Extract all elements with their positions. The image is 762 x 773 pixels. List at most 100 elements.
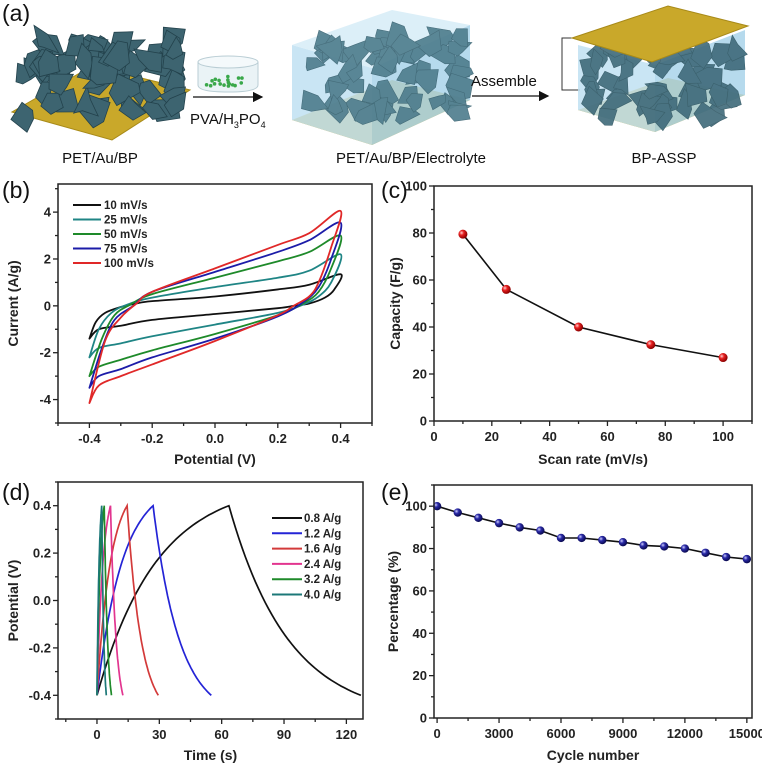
panel-label-a: (a)	[2, 0, 30, 26]
x-tick-label: 0.0	[206, 431, 224, 446]
charts: (b) -0.4 -0.2 0.0 0.2 0.4 -4 -2 0 2 4 Potential (V)…	[2, 177, 762, 763]
panel-label: (b)	[2, 177, 30, 203]
data-point	[536, 526, 545, 535]
legend-label: 50 mV/s	[104, 229, 147, 241]
x-tick-label: 3000	[485, 726, 514, 741]
data-point	[639, 541, 648, 550]
y-tick-label: 20	[413, 668, 427, 683]
panel-label: (e)	[381, 479, 409, 505]
data-point	[501, 284, 511, 294]
y-tick-label: -0.2	[29, 640, 51, 655]
data-line	[436, 505, 747, 560]
legend-label: 2.4 A/g	[304, 559, 341, 571]
chart-c: (c) 0 20 40 60 80 100 0 20 40 60 80 100 Scan rate (mV…	[381, 177, 753, 467]
stage3-label: BP-ASSP	[631, 150, 696, 167]
x-tick-label: -0.4	[78, 431, 101, 446]
legend-label: 100 mV/s	[104, 258, 154, 270]
y-tick-label: 0	[420, 414, 427, 429]
x-axis-label: Potential (V)	[174, 451, 256, 467]
data-point	[598, 535, 607, 545]
y-axis-label: Potential (V)	[5, 560, 21, 642]
pet-au-bp-illustration	[10, 24, 192, 141]
data-line	[462, 233, 724, 359]
data-point	[718, 353, 728, 363]
x-tick-label: -0.2	[141, 431, 163, 446]
y-tick-label: -4	[39, 392, 51, 407]
plot-frame	[433, 484, 753, 719]
y-tick-label: 2	[44, 251, 51, 266]
plot-area	[96, 502, 362, 697]
legend-label: 1.2 A/g	[304, 528, 341, 540]
y-tick-label: 0	[44, 298, 51, 313]
pet-au-bp-electrolyte-illustration	[292, 10, 474, 145]
data-point	[458, 229, 468, 239]
x-tick-label: 40	[542, 429, 556, 444]
legend-label: 1.6 A/g	[304, 544, 341, 556]
data-point	[701, 548, 710, 557]
x-axis-label: Time (s)	[184, 747, 237, 763]
cv-curve-50	[88, 234, 343, 378]
x-tick-label: 12000	[667, 726, 703, 741]
x-tick-label: 100	[712, 429, 734, 444]
y-tick-label: 0.2	[33, 546, 51, 561]
legend-label: 4.0 A/g	[304, 590, 341, 602]
y-tick-label: 60	[413, 583, 427, 598]
reagent-label: PVA/H3PO4	[190, 111, 266, 130]
y-axis-label: Capacity (F/g)	[387, 257, 403, 350]
assemble-label: Assemble	[471, 73, 537, 90]
data-point	[618, 537, 628, 547]
x-axis-label: Scan rate (mV/s)	[538, 451, 648, 467]
y-tick-label: 80	[413, 541, 427, 556]
y-tick-label: 0.0	[33, 593, 51, 608]
data-point	[474, 513, 483, 523]
x-tick-label: 90	[277, 727, 291, 742]
y-axis-label: Percentage (%)	[385, 551, 401, 652]
x-tick-label: 30	[152, 727, 166, 742]
legend-label: 3.2 A/g	[304, 574, 341, 586]
y-tick-label: 100	[405, 499, 427, 514]
legend-label: 25 mV/s	[104, 215, 147, 227]
x-tick-label: 0	[433, 726, 440, 741]
x-tick-label: 0.4	[332, 431, 351, 446]
y-tick-label: 0	[420, 711, 427, 726]
stage1-label: PET/Au/BP	[62, 150, 138, 167]
y-tick-label: -2	[39, 345, 51, 360]
data-point	[742, 554, 752, 564]
data-point	[556, 533, 566, 543]
stage2-label: PET/Au/BP/Electrolyte	[336, 150, 486, 167]
chart-d: (d) 0 30 60 90 120 -0.4 -0.2 0.0 0.2 0.4 Time (s) Po…	[2, 479, 364, 763]
chart-b: (b) -0.4 -0.2 0.0 0.2 0.4 -4 -2 0 2 4 Potential (V)…	[2, 177, 373, 467]
gcd-curve	[96, 505, 124, 696]
y-tick-label: -0.4	[29, 688, 52, 703]
data-point	[494, 518, 504, 528]
y-tick-label: 80	[413, 226, 427, 241]
plot-frame	[433, 185, 753, 422]
gcd-curve	[96, 502, 160, 696]
plot-frame	[57, 481, 364, 720]
plot-area	[88, 210, 343, 404]
x-tick-label: 120	[336, 727, 358, 742]
x-tick-label: 60	[214, 727, 228, 742]
gcd-curve	[96, 504, 362, 697]
legend-label: 10 mV/s	[104, 200, 147, 212]
y-tick-label: 100	[405, 179, 427, 194]
data-point	[515, 523, 524, 532]
bp-assp-illustration	[561, 5, 750, 132]
x-tick-label: 60	[600, 429, 614, 444]
data-point	[721, 552, 731, 562]
x-tick-label: 20	[485, 429, 499, 444]
gcd-curve	[96, 505, 108, 696]
y-tick-label: 60	[413, 273, 427, 288]
y-tick-label: 40	[413, 626, 427, 641]
chart-e: (e) 0 3000 6000 9000 12000 15000 0 20 40 60 80 100 Cy…	[381, 479, 762, 763]
y-tick-label: 40	[413, 320, 427, 335]
x-tick-label: 9000	[608, 726, 637, 741]
plot-frame	[57, 183, 373, 424]
legend-label: 75 mV/s	[104, 244, 147, 256]
cv-curve-25	[88, 253, 343, 359]
data-point	[660, 542, 669, 551]
cv-curve-100	[88, 210, 343, 404]
electrolyte-beaker-icon	[197, 55, 259, 93]
